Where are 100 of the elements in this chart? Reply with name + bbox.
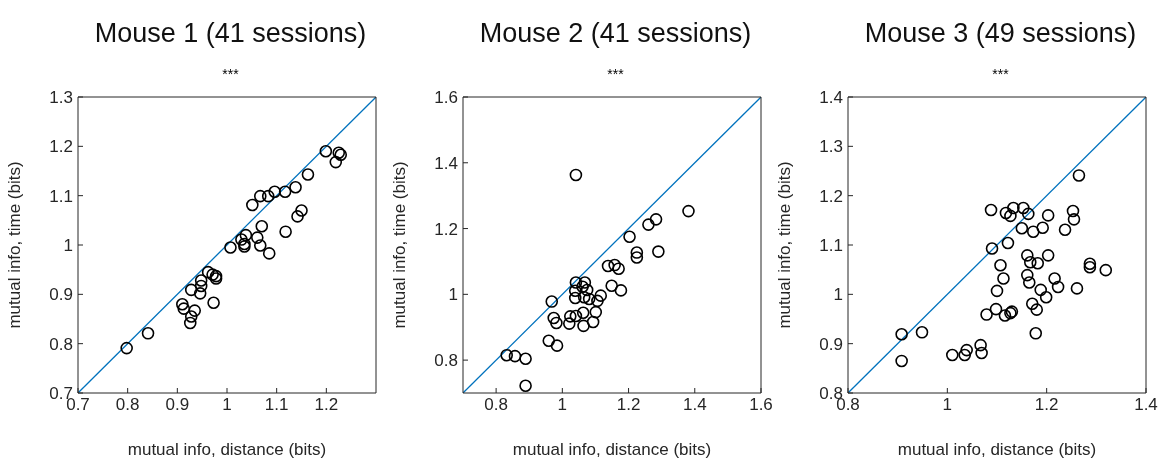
point	[1022, 276, 1036, 289]
y-tick-label: 1	[63, 236, 73, 256]
point	[989, 302, 1003, 316]
point	[576, 306, 590, 320]
point	[253, 239, 267, 252]
point	[188, 304, 202, 317]
point	[1099, 263, 1113, 277]
x-tick-label: 0.8	[115, 395, 140, 415]
point	[1039, 290, 1053, 304]
x-axis-title: mutual info, distance (bits)	[897, 440, 1097, 459]
point	[984, 203, 998, 217]
point	[630, 251, 644, 264]
x-tick-label: 1	[222, 395, 232, 415]
point	[1017, 201, 1030, 215]
point	[601, 259, 615, 273]
point	[582, 292, 596, 306]
x-tick-label: 1.4	[1134, 395, 1158, 415]
point	[1021, 249, 1034, 262]
y-tick-label: 1.3	[49, 88, 73, 108]
point	[1030, 303, 1044, 316]
chart-title: Mouse 1 (41 sessions)	[93, 17, 368, 50]
point	[998, 309, 1012, 322]
point	[1007, 201, 1020, 215]
point	[545, 295, 559, 308]
x-tick-label: 0.8	[484, 395, 508, 415]
point	[177, 302, 191, 315]
y-tick-label: 1.4	[819, 88, 843, 108]
point	[251, 231, 264, 244]
point	[508, 349, 522, 363]
y-axis-title: mutual info, time (bits)	[390, 161, 410, 329]
point	[895, 327, 908, 341]
point	[915, 326, 929, 339]
point	[578, 276, 592, 289]
x-tick-label: 1	[557, 395, 568, 415]
y-tick-label: 1.1	[819, 236, 843, 256]
point	[980, 308, 993, 321]
point	[1041, 249, 1055, 262]
chart-title: Mouse 2 (41 sessions)	[478, 17, 753, 50]
point	[194, 274, 208, 287]
point	[542, 334, 556, 348]
point	[235, 233, 248, 246]
point	[1001, 236, 1015, 250]
point	[1070, 282, 1084, 295]
point	[1066, 204, 1080, 218]
x-tick-label: 1.2	[1034, 395, 1059, 415]
point	[1021, 268, 1034, 282]
y-tick-label: 0.8	[434, 351, 458, 371]
point	[1021, 207, 1035, 221]
point	[994, 258, 1007, 272]
point	[569, 168, 583, 182]
point	[605, 279, 618, 293]
point	[985, 242, 999, 255]
point	[550, 339, 564, 352]
point	[519, 379, 532, 393]
x-axis-title: mutual info, distance (bits)	[512, 440, 712, 459]
y-tick-label: 0.9	[49, 285, 73, 305]
point	[652, 245, 665, 258]
point	[580, 283, 594, 297]
point	[649, 213, 663, 226]
chart-title: Mouse 3 (49 sessions)	[863, 17, 1138, 50]
point	[193, 287, 207, 300]
point	[207, 296, 220, 310]
point	[268, 185, 281, 199]
point	[563, 310, 577, 323]
point	[997, 272, 1010, 285]
point	[289, 180, 302, 194]
point	[319, 144, 333, 158]
point	[1023, 255, 1037, 269]
point	[246, 198, 259, 212]
y-tick-label: 1.3	[819, 137, 843, 157]
point	[975, 346, 988, 360]
point	[184, 310, 198, 323]
point	[1058, 223, 1072, 237]
point	[301, 168, 315, 181]
point	[120, 341, 133, 355]
point	[550, 316, 563, 330]
point	[278, 185, 292, 199]
point	[141, 327, 155, 340]
point	[623, 230, 636, 244]
point	[594, 289, 608, 302]
y-tick-label: 1.2	[819, 186, 843, 206]
x-tick-label: 1.2	[616, 395, 641, 415]
point	[279, 225, 292, 238]
text: ***	[222, 66, 239, 82]
point	[1026, 225, 1040, 238]
point	[569, 309, 583, 323]
x-tick-label: 1.2	[314, 395, 339, 415]
y-tick-label: 1.2	[434, 219, 458, 239]
point	[1048, 272, 1061, 285]
point	[608, 258, 621, 272]
point	[176, 297, 189, 311]
y-axis-title: mutual info, time (bits)	[5, 161, 25, 329]
point	[519, 352, 532, 366]
point	[224, 241, 237, 254]
point	[261, 189, 275, 203]
point	[1072, 169, 1086, 182]
point	[576, 280, 589, 294]
point	[562, 317, 576, 330]
point	[577, 290, 591, 304]
point	[990, 284, 1004, 298]
